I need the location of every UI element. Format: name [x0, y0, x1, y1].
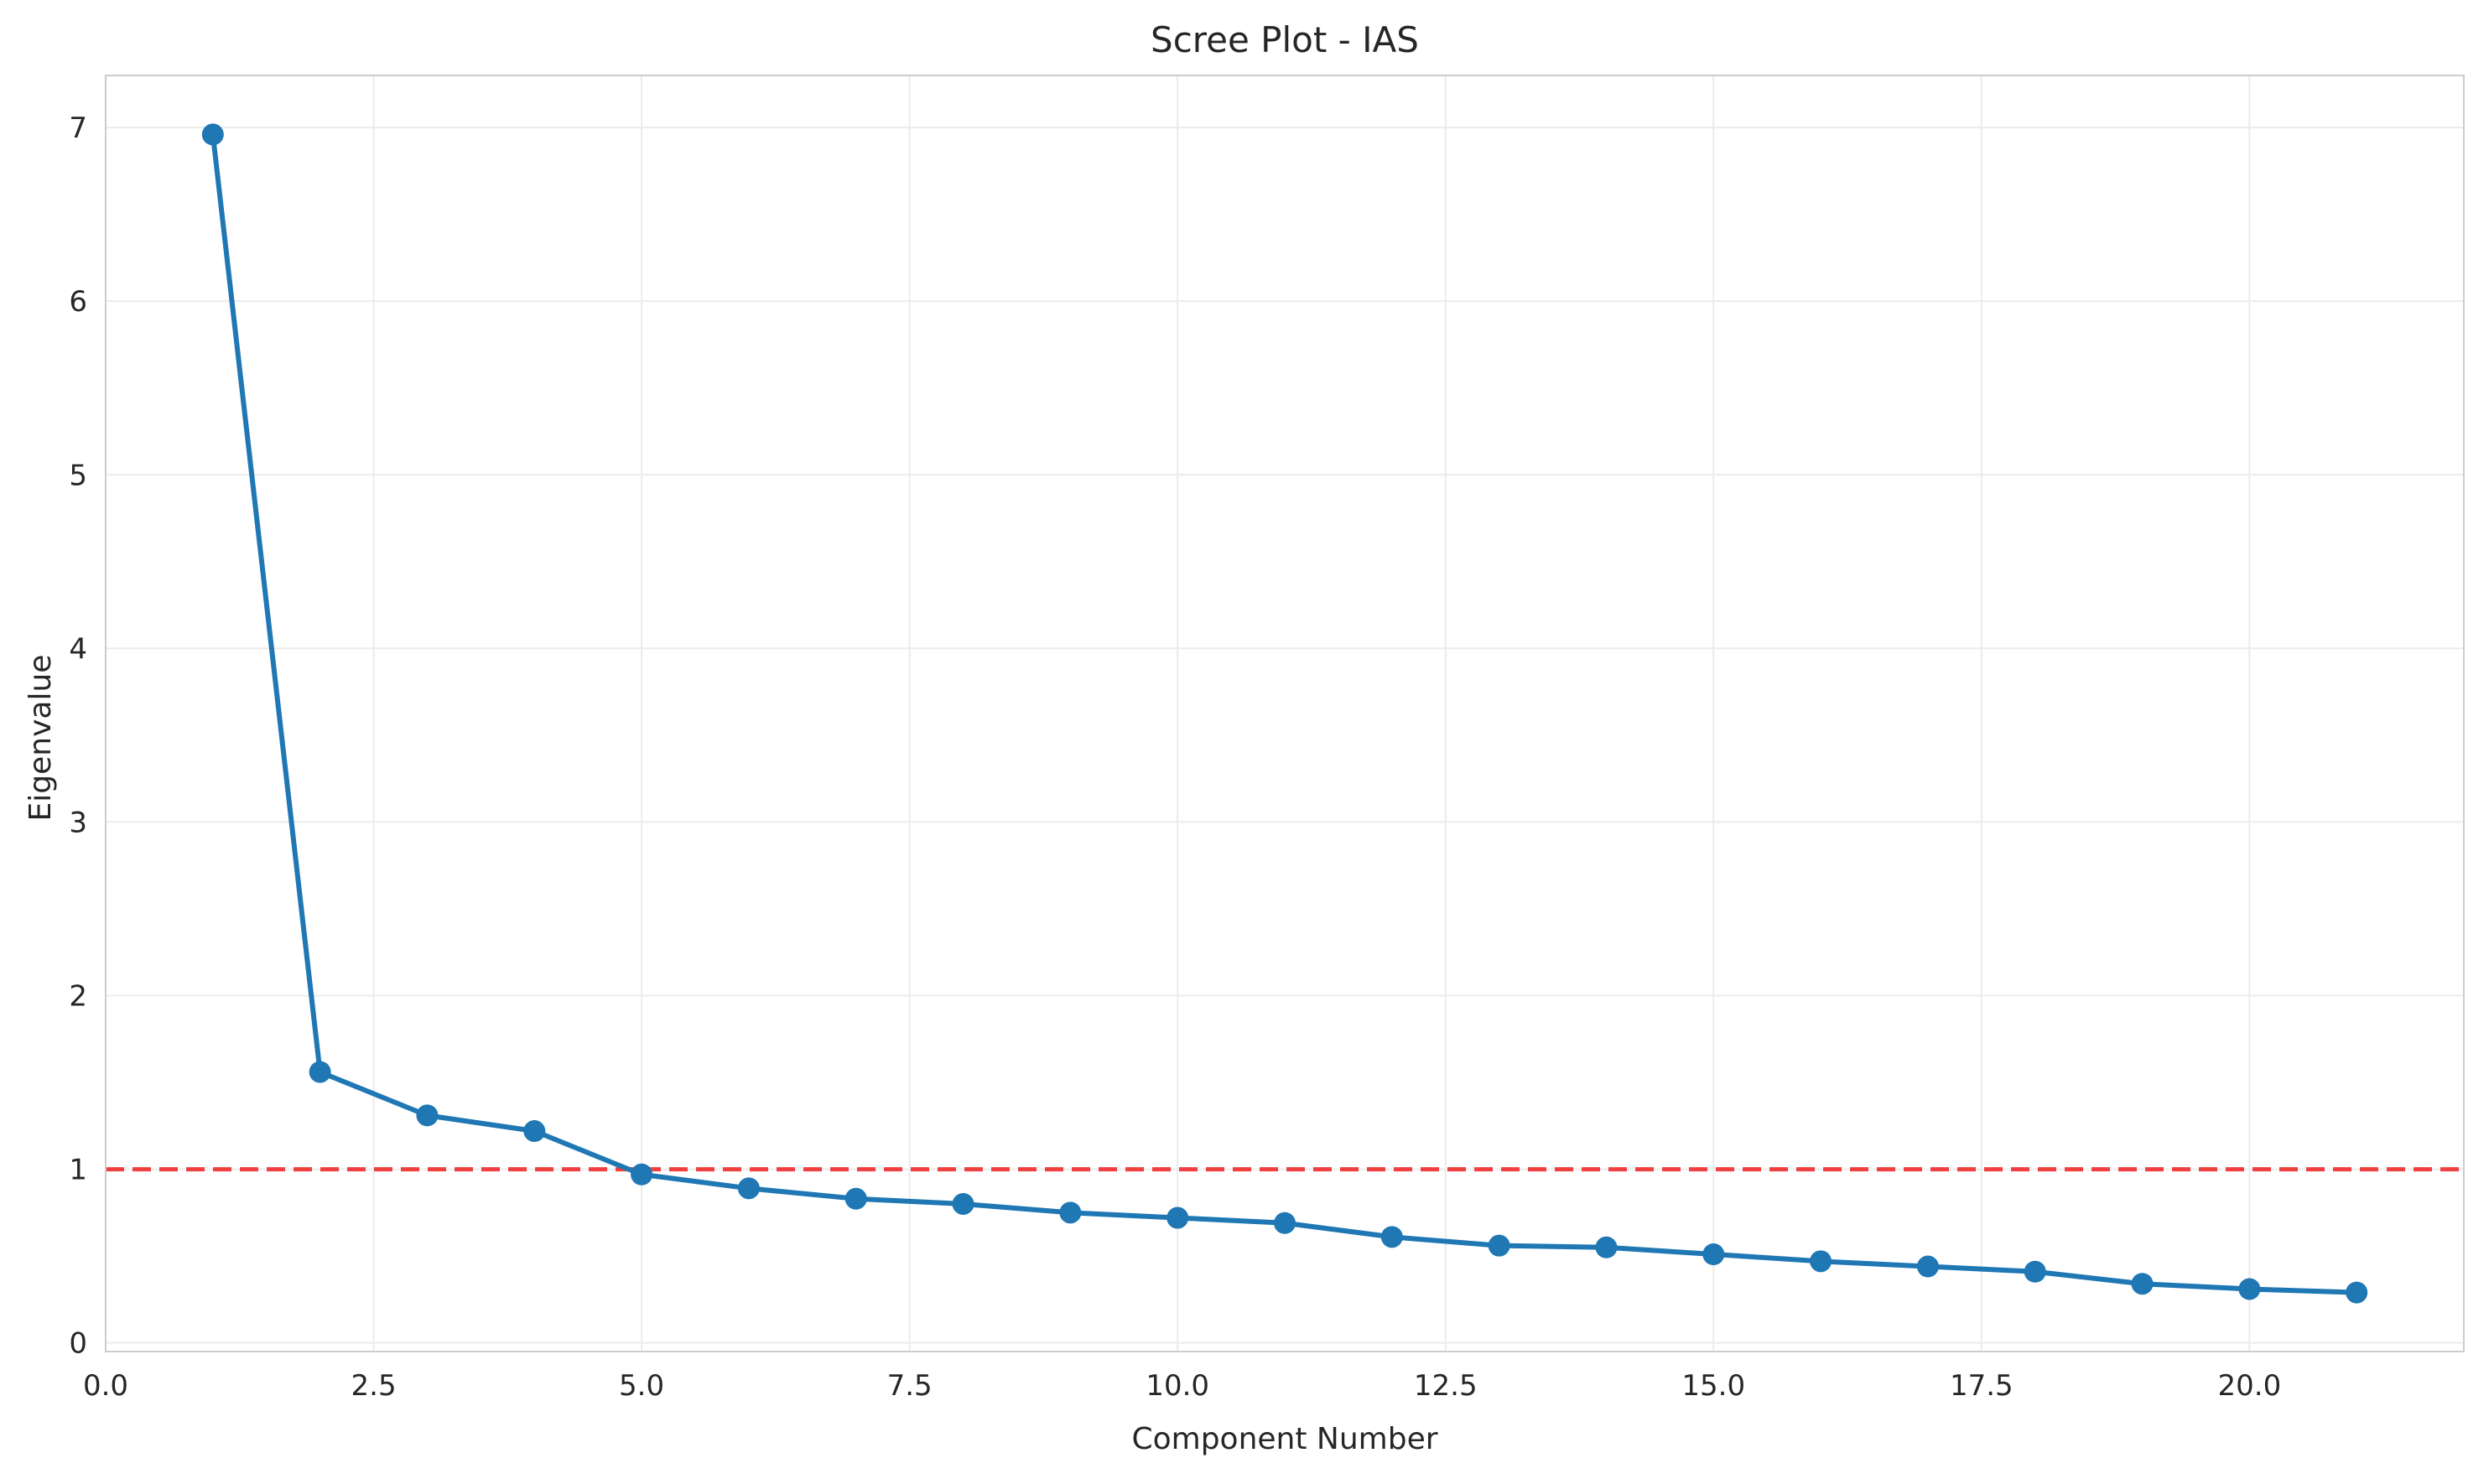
y-tick-label: 1: [69, 1154, 87, 1187]
plot-area-frame: [105, 75, 2465, 1352]
data-point-component-4: [523, 1120, 546, 1143]
data-point-component-5: [631, 1163, 653, 1186]
y-tick-label: 3: [69, 806, 87, 839]
data-point-component-3: [416, 1104, 439, 1127]
tick-label-layer: 0.0 2.5 5.0 7.5 10.0 12.5 15.0 17.5 20.0 0 1 2 3 4 5 6 7: [69, 112, 2281, 1403]
data-point-component-8: [952, 1192, 974, 1215]
data-point-component-9: [1059, 1201, 1082, 1224]
y-tick-label: 7: [69, 112, 87, 145]
data-point-component-21: [2346, 1281, 2368, 1304]
y-tick-label: 6: [69, 285, 87, 319]
data-point-component-1: [201, 123, 224, 146]
x-axis-label: Component Number: [1131, 1422, 1437, 1456]
x-tick-label: 12.5: [1414, 1369, 1478, 1403]
data-point-component-2: [309, 1061, 331, 1083]
x-tick-label: 7.5: [887, 1369, 933, 1403]
y-tick-label: 5: [69, 459, 87, 492]
data-point-component-14: [1595, 1236, 1618, 1258]
x-tick-label: 0.0: [83, 1369, 128, 1403]
data-point-component-17: [1916, 1255, 1939, 1278]
data-point-component-13: [1488, 1234, 1510, 1257]
x-tick-label: 17.5: [1950, 1369, 2014, 1403]
data-point-component-12: [1380, 1226, 1403, 1248]
y-tick-label: 2: [69, 979, 87, 1013]
data-point-component-10: [1167, 1206, 1189, 1229]
x-tick-label: 20.0: [2218, 1369, 2282, 1403]
y-tick-label: 4: [69, 632, 87, 666]
data-point-component-19: [2131, 1273, 2154, 1295]
y-tick-label: 0: [69, 1327, 87, 1361]
data-point-component-16: [1810, 1250, 1832, 1273]
x-tick-label: 15.0: [1681, 1369, 1745, 1403]
data-point-component-15: [1702, 1243, 1725, 1266]
chart-title: Scree Plot - IAS: [1151, 19, 1419, 60]
y-axis-label: Eigenvalue: [23, 655, 58, 822]
data-point-component-6: [737, 1177, 760, 1200]
x-tick-label: 10.0: [1146, 1369, 1209, 1403]
x-tick-label: 2.5: [351, 1369, 397, 1403]
x-tick-label: 5.0: [619, 1369, 664, 1403]
data-point-component-18: [2024, 1260, 2046, 1283]
series-layer: [201, 123, 2368, 1304]
data-point-component-20: [2238, 1278, 2261, 1300]
data-point-component-7: [844, 1187, 867, 1210]
data-point-component-11: [1274, 1212, 1296, 1234]
